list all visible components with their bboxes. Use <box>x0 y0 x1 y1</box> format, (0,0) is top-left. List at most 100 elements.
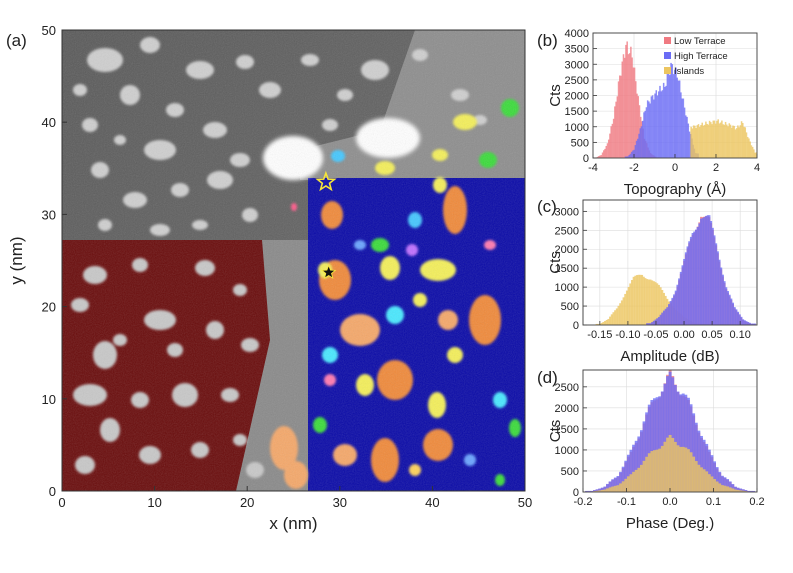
x-tick-label: 0.0 <box>662 496 677 508</box>
histogram-bar <box>694 422 698 492</box>
y-tick-label: 2500 <box>555 225 579 237</box>
y-axis-label: Cts <box>547 251 564 274</box>
histogram-bar <box>648 101 650 158</box>
histogram-bar <box>627 287 630 325</box>
histogram-bar <box>713 235 716 325</box>
histogram-bar <box>657 284 660 325</box>
y-tick-label: 0 <box>573 320 579 332</box>
histogram-bar <box>693 231 696 325</box>
histogram-bar <box>730 127 733 158</box>
histogram-bar <box>735 309 738 325</box>
legend: Low Terrace High Terrace Islands <box>664 36 728 77</box>
histogram-bar <box>606 143 609 158</box>
histogram-bar <box>611 123 614 158</box>
series-group <box>585 434 756 492</box>
histogram-bar <box>723 281 726 325</box>
histogram-bar <box>696 226 699 325</box>
series-group <box>624 62 699 158</box>
histogram-bar <box>738 127 740 158</box>
histogram-bar <box>728 123 731 158</box>
histogram-bar <box>749 141 751 158</box>
histogram-bar <box>609 316 612 325</box>
histogram-bar <box>739 490 743 492</box>
y-tick-label: 500 <box>561 466 579 478</box>
histogram-bar <box>659 287 662 325</box>
histogram-bar <box>651 322 654 325</box>
histogram-bar <box>651 280 654 325</box>
histogram-bar <box>669 301 672 325</box>
histogram-bar <box>602 321 605 325</box>
x-tick-label: -4 <box>588 162 598 174</box>
map-frame <box>61 29 526 492</box>
histogram-bar <box>715 243 718 325</box>
histogram-bar <box>679 394 683 492</box>
histogram-bar <box>711 124 713 158</box>
histogram-bar <box>741 489 745 492</box>
panel-label: (b) <box>537 31 558 50</box>
histogram-bar <box>726 291 729 325</box>
histogram-bar <box>668 371 672 492</box>
histogram-bar <box>625 44 627 158</box>
histogram-bar <box>644 278 647 325</box>
y-tick-label: 4000 <box>565 28 589 40</box>
histogram-bar <box>660 391 664 492</box>
histogram-bar <box>683 107 686 158</box>
histogram-bar <box>628 53 631 158</box>
y-tick-label: 1500 <box>565 106 589 118</box>
histogram-bar <box>637 138 639 158</box>
histogram-bar <box>647 279 650 325</box>
histogram-bar <box>686 449 690 492</box>
x-tick-label: 50 <box>518 495 532 510</box>
histogram-bar <box>610 126 612 158</box>
histogram-bar <box>627 54 630 158</box>
histogram-bar <box>728 481 732 492</box>
histogram-bar <box>731 488 735 492</box>
topography-map <box>62 30 525 491</box>
histogram-bar <box>656 283 659 325</box>
histogram-bar <box>629 474 633 492</box>
histogram-bar <box>692 125 695 158</box>
y-tick-label: 500 <box>561 301 579 313</box>
histogram-bar <box>606 483 609 492</box>
y-tick-label: 10 <box>42 392 56 407</box>
histogram-bar <box>593 490 596 492</box>
histogram-bar <box>631 57 633 158</box>
histogram-bar <box>745 132 748 158</box>
x-tick-label: 40 <box>425 495 439 510</box>
histogram-bar <box>612 118 615 158</box>
histogram-bar <box>702 125 705 158</box>
histogram-bar <box>660 445 664 492</box>
histogram-bar <box>697 464 701 492</box>
histogram-bar <box>679 446 683 492</box>
histogram-bar <box>642 460 646 492</box>
histogram-bar <box>669 75 671 158</box>
x-tick-label: 4 <box>754 162 760 174</box>
histogram-bar <box>713 120 716 158</box>
histogram-bar <box>598 156 600 158</box>
histogram-bar <box>664 308 667 325</box>
y-tick-label: 2000 <box>555 244 579 256</box>
histogram-bar <box>600 487 604 492</box>
histogram-bar <box>624 478 628 492</box>
histogram-bar <box>637 96 640 158</box>
histogram-bar <box>754 152 756 158</box>
histogram-bar <box>686 397 690 492</box>
histogram-bar <box>743 126 745 158</box>
histogram-bar <box>665 85 667 158</box>
y-axis-label: Cts <box>547 84 564 107</box>
y-tick-label: 40 <box>42 115 56 130</box>
histogram-bar <box>639 430 643 492</box>
histogram-bar <box>642 120 644 158</box>
histogram-bar <box>607 318 610 325</box>
histogram-bar <box>750 323 753 325</box>
panel-label: (a) <box>6 31 27 50</box>
histogram-bar <box>624 293 627 325</box>
histogram-bar <box>667 72 670 158</box>
x-axis-label: Topography (Å) <box>624 181 727 198</box>
histogram-bar <box>702 469 706 492</box>
histogram-bar <box>597 323 600 325</box>
histogram-bar <box>643 112 645 158</box>
histogram-bar <box>615 308 618 325</box>
histogram-bar <box>603 150 605 158</box>
histogram-bar <box>747 321 750 325</box>
